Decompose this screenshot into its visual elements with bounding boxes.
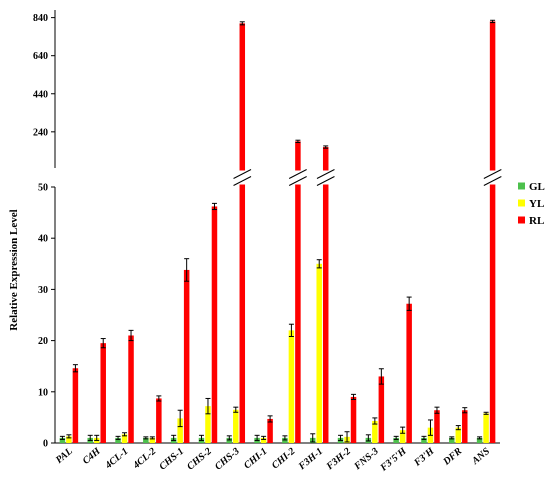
bar-YL bbox=[399, 430, 406, 443]
break-mark bbox=[288, 169, 307, 179]
bar-YL bbox=[288, 330, 295, 443]
bar-RL bbox=[183, 269, 190, 443]
break-mark bbox=[233, 176, 252, 186]
bar-GL bbox=[143, 437, 149, 443]
y-tick-label: 0 bbox=[43, 439, 48, 450]
category-label: C4H bbox=[81, 445, 104, 467]
axes bbox=[51, 10, 500, 444]
bar-YL bbox=[316, 263, 322, 443]
category-label: CHI-1 bbox=[242, 446, 270, 472]
category-label: 4CL-1 bbox=[103, 446, 131, 472]
category-labels: PAL C4H 4CL-1 4CL-2 CHS-1 CHS-2 CHS-3 CHI-1 CHI-… bbox=[54, 445, 493, 474]
y-tick-label: 840 bbox=[33, 13, 48, 24]
y-tick-label: 40 bbox=[38, 234, 48, 245]
bar-GL bbox=[421, 437, 427, 443]
break-mark bbox=[483, 176, 502, 186]
legend-label-GL: GL bbox=[529, 181, 545, 193]
bar-YL bbox=[177, 418, 183, 443]
y-tick-label: 20 bbox=[38, 336, 48, 347]
bar-GL bbox=[59, 437, 66, 443]
category-label: PAL bbox=[54, 446, 75, 466]
legend: GL YL RL bbox=[518, 181, 545, 227]
bar-GL bbox=[449, 437, 455, 443]
break-gap bbox=[289, 170, 307, 185]
break-mark bbox=[483, 169, 502, 179]
break-mark bbox=[316, 176, 335, 186]
bar-RL bbox=[462, 410, 468, 443]
bar-RL bbox=[72, 368, 79, 443]
bar-YL bbox=[205, 406, 211, 443]
category-label: CHS-3 bbox=[213, 446, 242, 473]
y-tick-label: 640 bbox=[33, 51, 48, 62]
category-label: DFR bbox=[441, 446, 465, 468]
bar-RL bbox=[211, 206, 218, 443]
bars bbox=[59, 21, 496, 443]
bar-RL bbox=[295, 141, 301, 443]
y-tick-label: 50 bbox=[38, 183, 48, 194]
break-mark bbox=[316, 169, 335, 179]
break-gap bbox=[233, 170, 252, 185]
break-mark bbox=[288, 176, 307, 186]
bar-YL bbox=[483, 413, 489, 443]
bar-YL bbox=[121, 434, 128, 443]
legend-label-RL: RL bbox=[529, 215, 544, 227]
bar-RL bbox=[239, 23, 246, 443]
category-label: CHS-2 bbox=[185, 446, 214, 473]
bar-RL bbox=[128, 335, 134, 443]
bar-GL bbox=[115, 437, 121, 443]
bar-YL bbox=[66, 436, 72, 443]
category-label: 4CL-2 bbox=[130, 446, 158, 472]
category-label: F3H-1 bbox=[296, 446, 325, 473]
bar-RL bbox=[100, 343, 106, 443]
legend-swatch-RL bbox=[518, 216, 525, 224]
break-gap bbox=[316, 170, 335, 185]
bar-RL bbox=[350, 396, 357, 443]
y-tick-label: 240 bbox=[33, 127, 48, 138]
bar-GL bbox=[393, 437, 399, 443]
legend-swatch-YL bbox=[518, 199, 525, 207]
category-label: F3'5'H bbox=[378, 445, 410, 474]
bar-RL bbox=[156, 398, 162, 443]
category-label: CHS-1 bbox=[157, 446, 186, 473]
bar-YL bbox=[372, 420, 378, 443]
bar-YL bbox=[455, 427, 462, 443]
break-gap bbox=[483, 170, 502, 185]
legend-label-YL: YL bbox=[529, 198, 544, 210]
y-axis-label: Relative Expression Level bbox=[8, 209, 20, 330]
bar-RL bbox=[322, 147, 329, 443]
category-label: CHI-2 bbox=[270, 446, 298, 472]
bar-RL bbox=[489, 21, 496, 443]
bar-RL bbox=[434, 410, 440, 443]
bar-GL bbox=[282, 437, 288, 443]
break-mark bbox=[233, 169, 252, 179]
axis-breaks bbox=[233, 169, 502, 186]
bar-YL bbox=[149, 437, 156, 443]
y-tick-label: 10 bbox=[38, 387, 48, 398]
bar-RL bbox=[267, 418, 273, 443]
bar-GL bbox=[476, 437, 483, 443]
category-label: FNS-3 bbox=[352, 446, 381, 473]
bar-YL bbox=[260, 437, 267, 443]
bar-RL bbox=[406, 303, 412, 443]
legend-swatch-GL bbox=[518, 182, 525, 190]
y-tick-label: 30 bbox=[38, 285, 48, 296]
y-tick-label: 440 bbox=[33, 89, 48, 100]
category-label: F3H-2 bbox=[324, 446, 353, 473]
bar-RL bbox=[378, 376, 385, 443]
bar-YL bbox=[233, 409, 239, 443]
bar-GL bbox=[226, 437, 233, 443]
error-bars bbox=[59, 19, 496, 443]
category-label: ANS bbox=[469, 446, 492, 468]
category-label: F3'H bbox=[412, 445, 438, 469]
y-tick-labels: 0 10 20 30 40 50 240 440 640 840 bbox=[33, 13, 48, 449]
